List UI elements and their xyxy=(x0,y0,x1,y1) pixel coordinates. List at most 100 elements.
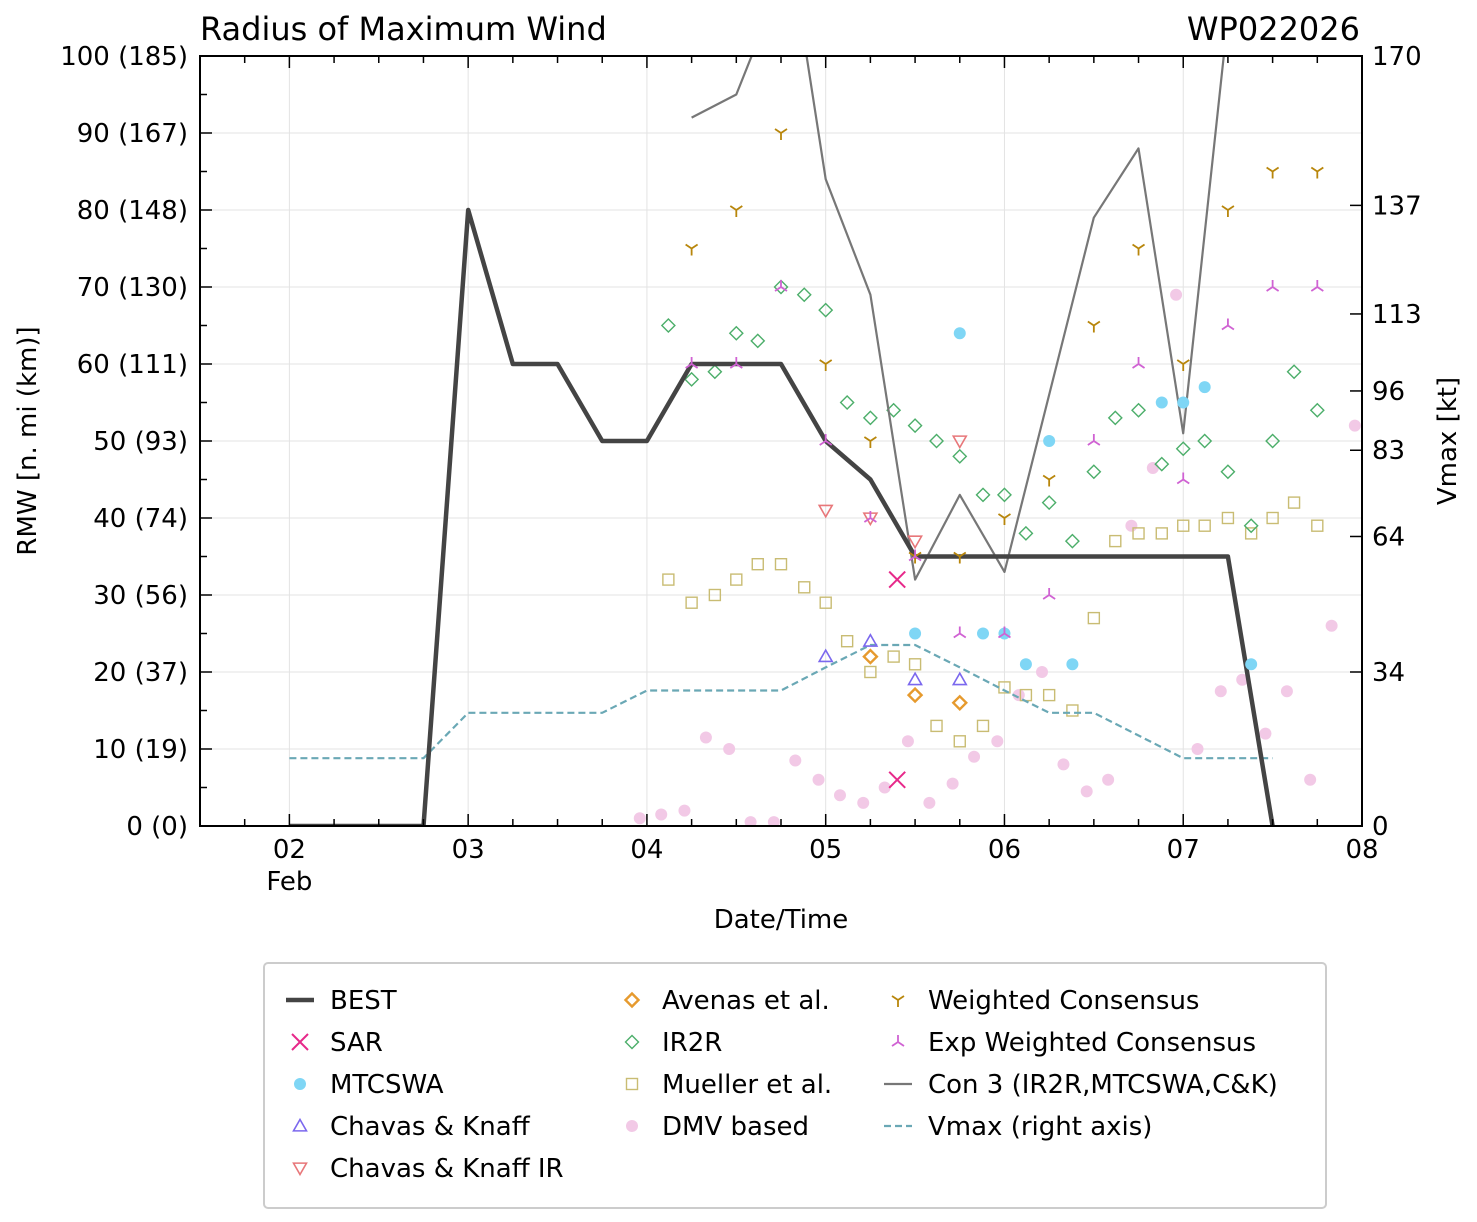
point-dmv-based xyxy=(767,816,780,826)
point-mueller-et-al xyxy=(819,596,832,609)
point-weighted-consensus xyxy=(953,551,967,564)
point-mueller-et-al xyxy=(730,573,743,586)
point-ir2r xyxy=(929,433,945,449)
point-dmv-based xyxy=(1170,288,1183,301)
point-weighted-consensus xyxy=(685,243,699,256)
x-tick-label: 07 xyxy=(1167,835,1200,865)
legend-label: Vmax (right axis) xyxy=(928,1112,1152,1142)
legend-swatch xyxy=(623,991,641,1009)
point-chavas-knaff xyxy=(907,671,923,686)
legend-label: DMV based xyxy=(662,1112,809,1142)
point-mueller-et-al xyxy=(930,719,943,733)
point-chavas-knaff-ir xyxy=(817,504,834,519)
point-mtcswa xyxy=(1198,381,1211,394)
point-weighted-consensus xyxy=(1176,359,1190,371)
point-ir2r xyxy=(1265,433,1281,449)
data-layer xyxy=(289,56,1361,826)
legend-label: SAR xyxy=(330,1028,383,1058)
legend-entry-mtcswa: MTCSWA xyxy=(294,1070,444,1100)
point-ir2r xyxy=(1107,410,1123,426)
legend-swatch xyxy=(624,1034,640,1050)
y-tick-label: 0 (0) xyxy=(126,812,188,842)
legend-label: Avenas et al. xyxy=(662,986,830,1016)
point-weighted-consensus xyxy=(863,436,877,448)
point-ir2r xyxy=(1086,464,1102,480)
y2-tick-label: 96 xyxy=(1372,377,1405,407)
point-mueller-et-al xyxy=(1287,496,1301,509)
point-mueller-et-al xyxy=(840,635,854,648)
y-tick-label: 40 (74) xyxy=(93,504,188,534)
point-mueller-et-al xyxy=(1042,688,1056,702)
point-ir2r xyxy=(839,395,855,410)
point-dmv-based xyxy=(1012,689,1025,702)
point-mueller-et-al xyxy=(887,650,900,663)
legend-entry-mueller-et-al: Mueller et al. xyxy=(625,1070,832,1100)
point-dmv-based xyxy=(1304,773,1317,786)
point-dmv-based xyxy=(833,789,846,802)
point-exp-weighted-consensus xyxy=(1176,472,1190,485)
point-exp-weighted-consensus xyxy=(1310,280,1324,292)
legend-label: Mueller et al. xyxy=(662,1070,832,1100)
y-axis-label: RMW [n. mi (km)] xyxy=(13,326,43,555)
point-weighted-consensus xyxy=(997,513,1011,525)
point-dmv-based xyxy=(1259,727,1272,740)
point-exp-weighted-consensus xyxy=(1221,318,1235,331)
legend-label: Exp Weighted Consensus xyxy=(928,1028,1256,1058)
point-dmv-based xyxy=(723,743,736,755)
point-chavas-knaff xyxy=(817,648,834,663)
point-sar xyxy=(888,570,906,589)
y2-tick-label: 34 xyxy=(1372,658,1405,688)
point-ir2r xyxy=(996,487,1012,503)
point-ir2r xyxy=(796,287,812,303)
point-dmv-based xyxy=(1348,419,1361,432)
point-weighted-consensus xyxy=(1221,205,1235,217)
point-mueller-et-al xyxy=(864,665,877,679)
point-mueller-et-al xyxy=(1266,511,1279,525)
point-dmv-based xyxy=(789,754,802,767)
legend-entry-avenas-et-al: Avenas et al. xyxy=(623,986,830,1016)
point-weighted-consensus xyxy=(1132,243,1146,256)
point-ir2r xyxy=(1041,495,1057,511)
x-tick-label: 03 xyxy=(452,835,485,865)
point-dmv-based xyxy=(1057,758,1070,771)
point-mtcswa xyxy=(1019,658,1032,671)
point-chavas-knaff-ir xyxy=(951,435,968,450)
y2-tick-label: 113 xyxy=(1372,300,1422,330)
point-exp-weighted-consensus xyxy=(1132,357,1146,369)
point-dmv-based xyxy=(1102,773,1115,786)
point-weighted-consensus xyxy=(1266,166,1280,179)
point-dmv-based xyxy=(744,816,757,826)
legend: BEST SAR MTCSWA Chavas & Knaff Chavas & Knaf… xyxy=(263,962,1327,1209)
point-mueller-et-al xyxy=(708,588,722,602)
point-mueller-et-al xyxy=(662,573,675,586)
point-ir2r xyxy=(660,318,676,333)
point-dmv-based xyxy=(968,750,981,763)
legend-entry-dmv-based: DMV based xyxy=(626,1112,809,1142)
point-ir2r xyxy=(1175,441,1191,457)
point-mtcswa xyxy=(953,327,966,340)
point-mtcswa xyxy=(1177,396,1190,409)
legend-swatch xyxy=(292,1117,308,1132)
legend-swatch xyxy=(294,1078,306,1090)
point-dmv-based xyxy=(946,777,959,790)
point-exp-weighted-consensus xyxy=(1266,280,1280,292)
point-avenas-et-al xyxy=(951,694,968,711)
point-ir2r xyxy=(1286,364,1302,380)
point-mueller-et-al xyxy=(976,719,990,733)
x-axis-label: Date/Time xyxy=(714,905,849,935)
chart-title: Radius of Maximum Wind xyxy=(200,10,607,48)
point-dmv-based xyxy=(857,796,870,809)
point-mueller-et-al xyxy=(1155,527,1168,540)
legend-label: Chavas & Knaff IR xyxy=(330,1154,564,1184)
point-sar xyxy=(888,771,906,789)
point-exp-weighted-consensus xyxy=(819,434,833,446)
point-weighted-consensus xyxy=(729,205,743,217)
point-avenas-et-al xyxy=(862,648,879,665)
point-dmv-based xyxy=(1080,785,1093,798)
y2-tick-label: 170 xyxy=(1372,42,1422,72)
point-chavas-knaff xyxy=(951,671,968,686)
legend-entry-weighted-consensus: Weighted Consensus xyxy=(891,986,1199,1016)
legend-entry-exp-weighted-consensus: Exp Weighted Consensus xyxy=(891,1028,1256,1058)
point-dmv-based xyxy=(678,804,691,817)
